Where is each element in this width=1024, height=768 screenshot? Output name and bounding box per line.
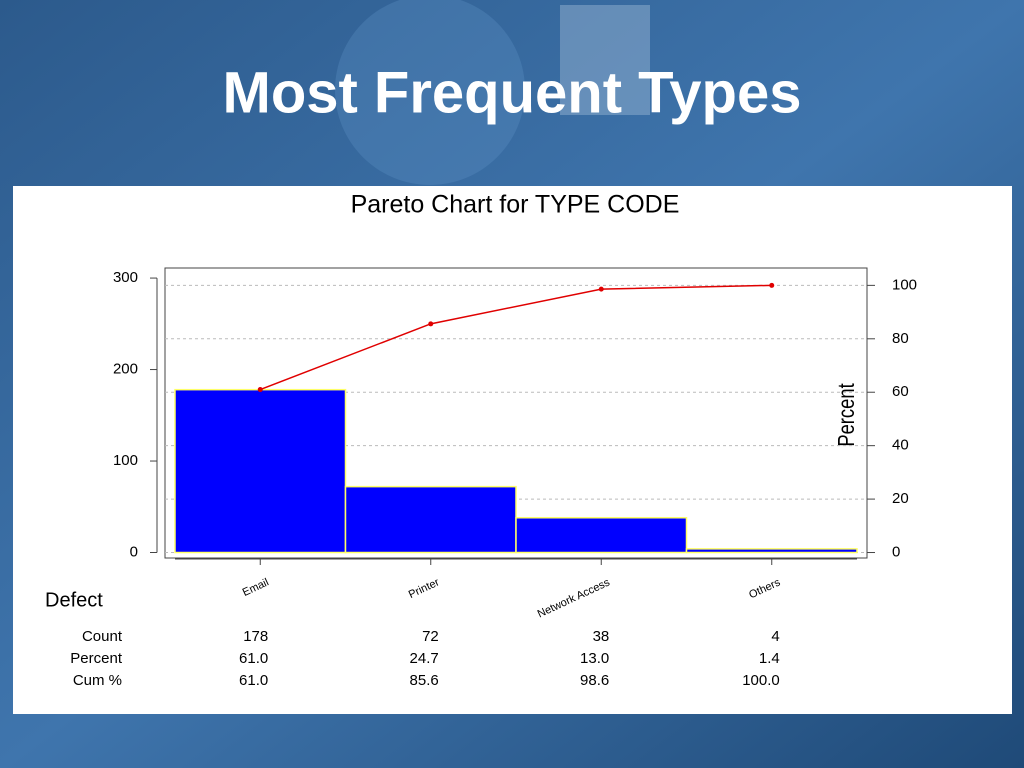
decor <box>335 0 525 185</box>
y-tick-label: 300 <box>113 269 138 286</box>
y2-tick-label: 100 <box>892 276 917 293</box>
y-tick-label: 200 <box>113 361 138 378</box>
cumulative-point <box>257 387 263 393</box>
y-tick-label: 100 <box>113 452 138 469</box>
x-axis-label: Defect <box>45 589 103 611</box>
chart-panel <box>13 186 1012 714</box>
decor <box>560 5 650 115</box>
y2-tick-label: 40 <box>892 437 909 454</box>
y2-tick-label: 0 <box>892 543 900 560</box>
table-cell: 98.6 <box>580 672 609 689</box>
table-cell: 61.0 <box>239 672 268 689</box>
table-cell: 61.0 <box>239 650 268 667</box>
table-cell: 38 <box>593 628 610 645</box>
table-cell: 24.7 <box>410 650 439 667</box>
y2-tick-label: 20 <box>892 490 909 507</box>
y-tick-label: 0 <box>130 543 138 560</box>
table-cell: 13.0 <box>580 650 609 667</box>
cumulative-line <box>259 284 772 391</box>
bar <box>685 548 858 554</box>
table-cell: 178 <box>243 628 268 645</box>
table-row-label: Count <box>82 628 123 645</box>
bar <box>174 388 347 554</box>
table-cell: 4 <box>771 628 779 645</box>
cumulative-point <box>769 282 775 288</box>
plot-frame <box>164 267 868 559</box>
chart-title: Pareto Chart for TYPE CODE <box>351 191 680 219</box>
cumulative-point <box>428 321 434 327</box>
table-cell: 1.4 <box>759 650 780 667</box>
y2-tick-label: 80 <box>892 330 909 347</box>
table-cell: 85.6 <box>410 672 439 689</box>
table-row-label: Cum % <box>73 672 122 689</box>
slide-title: Most Frequent Types <box>223 60 802 125</box>
table-cell: 100.0 <box>742 672 780 689</box>
y2-tick-label: 60 <box>892 383 909 400</box>
table-cell: 72 <box>422 628 439 645</box>
bar <box>515 516 688 554</box>
cumulative-point <box>598 286 604 292</box>
y2-axis-label: Percent <box>834 383 859 447</box>
bar <box>344 485 517 554</box>
table-row-label: Percent <box>70 650 123 667</box>
